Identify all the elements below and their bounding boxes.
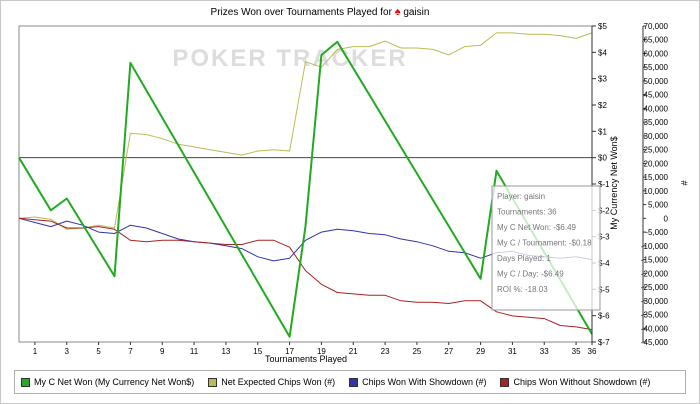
y2-tick-label: 35,000: [644, 118, 669, 127]
x-tick-label: 36: [588, 347, 597, 356]
x-tick-label: 13: [221, 347, 230, 356]
y2-tick-label: 50,000: [644, 77, 669, 86]
x-tick-label: 3: [65, 347, 70, 356]
y2-tick-label: -45,000: [641, 338, 669, 347]
legend-item[interactable]: Chips Won With Showdown (#): [349, 377, 486, 387]
player-name: gaisin: [403, 7, 430, 18]
x-tick-label: 25: [412, 347, 421, 356]
y2-tick-label: 55,000: [644, 63, 669, 72]
legend: My C Net Won (My Currency Net Won$) Net …: [14, 370, 686, 394]
x-tick-label: 33: [540, 347, 549, 356]
y-tick-label: $-5: [598, 285, 610, 294]
x-tick-label: 27: [444, 347, 453, 356]
legend-swatch: [500, 377, 510, 387]
legend-item[interactable]: My C Net Won (My Currency Net Won$): [21, 377, 194, 387]
watermark: POKER TRACKER: [172, 45, 407, 72]
y-tick-label: $-2: [598, 206, 610, 215]
y-tick-label: $-1: [598, 180, 610, 189]
legend-swatch: [21, 377, 30, 387]
x-tick-label: 15: [253, 347, 262, 356]
y2-tick-label: -30,000: [641, 297, 669, 306]
x-tick-label: 11: [190, 347, 199, 356]
y2-tick-label: 10,000: [644, 187, 669, 196]
tooltip-line: My C Net Won: -$6.49: [497, 223, 577, 232]
y-right-axis-label: My Currency Net Won$: [609, 136, 619, 229]
tooltip-line: Player: gaisin: [497, 192, 545, 201]
x-tick-label: 7: [128, 347, 133, 356]
y-tick-label: $5: [598, 22, 607, 31]
x-axis-label: Tournaments Played: [265, 354, 347, 364]
x-tick-label: 35: [572, 347, 581, 356]
tooltip-box: [491, 185, 601, 311]
y2-tick-label: 20,000: [644, 159, 669, 168]
y-tick-label: $4: [598, 48, 607, 57]
y2-tick-label: 25,000: [644, 146, 669, 155]
y-tick-label: $-4: [598, 259, 610, 268]
y2-tick-label: 5,000: [648, 201, 669, 210]
y-tick-label: $-6: [598, 312, 610, 321]
tooltip: Player: gaisin Tournaments: 36 My C Net Wo…: [491, 185, 601, 311]
tooltip-line: My C / Tournament: -$0.18: [497, 239, 592, 248]
chart-plot: POKER TRACKER $5 $4 $3 $2 $1 $0 $-1 $-2 $-3 $-4 $-…: [18, 22, 689, 364]
y-tick-label: $-7: [598, 338, 610, 347]
x-tick-label: 21: [349, 347, 358, 356]
y2-tick-label: 30,000: [644, 132, 669, 141]
y-tick-label: $1: [598, 127, 607, 136]
legend-swatch: [349, 377, 359, 387]
x-tick-label: 23: [381, 347, 390, 356]
legend-item[interactable]: Chips Won Without Showdown (#): [500, 377, 650, 387]
y2-tick-label: 45,000: [644, 91, 669, 100]
x-tick-label: 31: [508, 347, 517, 356]
y2-tick-label: -40,000: [641, 324, 669, 333]
series-line-0: [18, 40, 593, 338]
series-line-3: [18, 217, 593, 331]
legend-swatch: [208, 377, 218, 387]
legend-item[interactable]: Net Expected Chips Won (#): [208, 377, 335, 387]
spade-icon: ♠: [394, 6, 401, 18]
y2-tick-label: -25,000: [641, 283, 669, 292]
y2-tick-label: -15,000: [641, 256, 669, 265]
y-tick-label: $2: [598, 101, 607, 110]
tooltip-line: ROI %: -18.03: [497, 285, 548, 294]
x-tick-label: 17: [285, 347, 294, 356]
y2-tick-label: -20,000: [641, 269, 669, 278]
x-tick-label: 29: [476, 347, 485, 356]
x-tick-label: 9: [160, 347, 165, 356]
y2-tick-label: 65,000: [644, 36, 669, 45]
x-tick-label: 19: [317, 347, 326, 356]
y2-tick-label: 60,000: [644, 49, 669, 58]
y2-tick-label: 0: [664, 214, 669, 223]
series-line-1: [18, 32, 593, 230]
tooltip-line: Tournaments: 36: [497, 208, 557, 217]
y2-tick-label: 40,000: [644, 104, 669, 113]
y-tick-label: $3: [598, 75, 607, 84]
tooltip-line: My C / Day: -$6.49: [497, 270, 564, 279]
y2-tick-label: 70,000: [644, 22, 669, 31]
tooltip-line: Days Played: 1: [497, 254, 551, 263]
y-right2-axis-label: #: [679, 180, 689, 185]
chart-title: Prizes Won over Tournaments Played for ♠…: [210, 6, 430, 18]
y2-tick-label: -35,000: [641, 311, 669, 320]
x-tick-label: 5: [96, 347, 101, 356]
y-tick-label: $0: [598, 154, 607, 163]
y2-tick-label: -5,000: [645, 228, 668, 237]
x-tick-label: 1: [33, 347, 38, 356]
y-tick-label: $-3: [598, 233, 610, 242]
y2-tick-label: -10,000: [641, 242, 669, 251]
y2-tick-label: 15,000: [644, 173, 669, 182]
